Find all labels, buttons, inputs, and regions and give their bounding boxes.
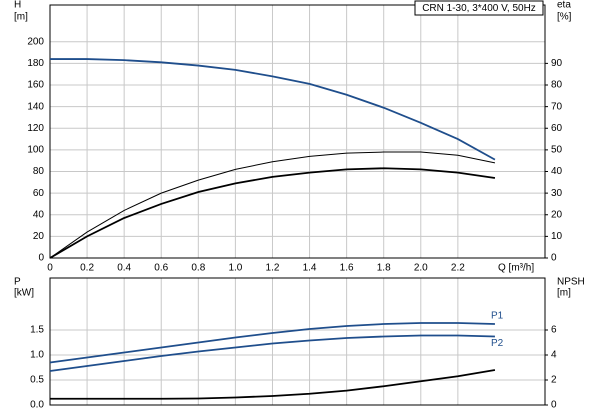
x-tick-label: 1.8 [377,263,391,274]
y-tick-label: 140 [27,101,44,112]
x-tick-label: 1.6 [340,263,354,274]
y2-tick-label: 20 [551,209,563,220]
y-tick-label: 0 [38,253,44,264]
y2-tick-label: 90 [551,58,563,69]
series-label: P2 [491,338,504,349]
title-box [414,0,544,16]
y2-tick-label: 80 [551,80,563,91]
y2-tick-label: 4 [551,350,557,361]
y-tick-label: 100 [27,145,44,156]
y-axis-label: H [14,0,21,11]
y-tick-label: 180 [27,58,44,69]
y2-tick-label: 60 [551,123,563,134]
curve [49,151,496,259]
x-tick-label: 0.6 [154,263,168,274]
y-tick-label: 1.5 [30,325,44,336]
y2-tick-label: 70 [551,101,563,112]
curve [49,167,496,259]
y2-tick-label: 10 [551,231,563,242]
x-tick-label: 0.8 [191,263,205,274]
x-tick-label: 1.4 [303,263,317,274]
chart-title: CRN 1-30, 3*400 V, 50Hz [422,3,536,14]
x-axis-label: Q [m³/h] [498,263,534,274]
y2-tick-label: 2 [551,375,557,386]
y-tick-label: 60 [33,188,45,199]
x-tick-label: 1.0 [228,263,242,274]
x-tick-label: 0 [47,263,53,274]
y2-tick-label: 30 [551,188,563,199]
y2-axis-unit: [m] [557,288,571,299]
curve [50,369,496,400]
y2-tick-label: 50 [551,145,563,156]
y2-tick-label: 6 [551,325,557,336]
curve [49,322,495,364]
y2-tick-label: 40 [551,166,563,177]
y-tick-label: 80 [33,166,45,177]
plot-frame [49,4,546,259]
y2-tick-label: 0 [551,400,557,411]
y-tick-label: 200 [27,36,44,47]
y-tick-label: 160 [27,80,44,91]
x-tick-label: 2.0 [414,263,428,274]
series-label: P1 [491,311,504,322]
y2-axis-label: NPSH [557,277,585,288]
plot-frame [49,277,546,406]
x-tick-label: 0.2 [80,263,94,274]
x-tick-label: 0.4 [117,263,131,274]
y-tick-label: 20 [33,231,45,242]
y-axis-label: P [14,277,21,288]
y2-axis-unit: [%] [557,12,572,23]
y2-axis-label: eta [557,0,571,11]
curve [50,58,496,161]
x-tick-label: 1.2 [266,263,280,274]
y-tick-label: 40 [33,209,45,220]
y-tick-label: 0.0 [30,400,44,411]
y-axis-unit: [kW] [14,288,34,299]
y2-tick-label: 0 [551,253,557,264]
y-tick-label: 0.5 [30,375,44,386]
y-tick-label: 1.0 [30,350,44,361]
y-tick-label: 120 [27,123,44,134]
curve [49,334,495,372]
x-tick-label: 2.2 [451,263,465,274]
y-axis-unit: [m] [14,12,28,23]
